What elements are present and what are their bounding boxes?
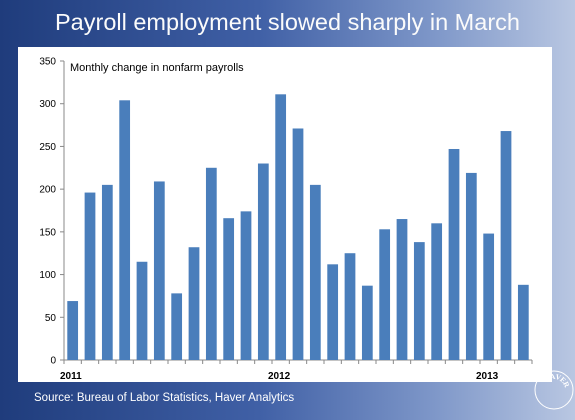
- bar: [517, 284, 529, 360]
- bar: [448, 148, 460, 360]
- bar: [483, 233, 495, 360]
- bar: [396, 219, 408, 360]
- y-tick-label: 0: [50, 356, 56, 367]
- bar: [292, 128, 304, 360]
- bar: [257, 163, 269, 360]
- bar: [188, 247, 200, 360]
- bar: [500, 131, 512, 360]
- logo-letter: A: [549, 372, 556, 382]
- y-tick-label: 200: [39, 185, 56, 196]
- bar: [205, 167, 217, 360]
- y-tick-label: 350: [39, 57, 56, 68]
- x-tick-label: 2013: [476, 371, 499, 382]
- bar: [327, 264, 339, 360]
- bar: [309, 184, 321, 360]
- x-tick-label: 2011: [60, 371, 82, 382]
- y-tick-label: 300: [39, 99, 56, 110]
- bar: [67, 301, 79, 360]
- y-tick-label: 150: [39, 227, 56, 238]
- y-tick-label: 100: [39, 270, 56, 281]
- bars: [67, 94, 529, 360]
- y-tick-label: 50: [45, 313, 57, 324]
- logo-letter: E: [558, 375, 568, 385]
- bar: [361, 285, 373, 360]
- x-ticks: 2011 2012 2013: [60, 360, 533, 382]
- y-ticks: 0 50 100 150 200 250 300 350: [39, 57, 64, 367]
- slide-title: Payroll employment slowed sharply in Mar…: [55, 9, 520, 35]
- bar: [153, 181, 165, 360]
- bar: [84, 192, 96, 360]
- y-tick-label: 250: [39, 142, 56, 153]
- bar: [275, 94, 287, 360]
- bar: [465, 172, 477, 360]
- chart-annotation: Monthly change in nonfarm payrolls: [70, 62, 244, 74]
- bar: [413, 242, 425, 360]
- logo-letter: H: [542, 373, 552, 384]
- source-note: Source: Bureau of Labor Statistics, Have…: [34, 392, 295, 404]
- bar: [136, 261, 148, 360]
- logo-letter: R: [561, 380, 572, 389]
- bar: [119, 100, 131, 360]
- chart-panel: 0 50 100 150 200 250 300 350 2011 2012 2013 Month…: [18, 47, 552, 382]
- bar: [223, 218, 235, 360]
- bar: [379, 229, 391, 360]
- bar: [101, 184, 113, 360]
- logo-letter: V: [554, 372, 562, 382]
- bar: [431, 223, 443, 360]
- payroll-bar-chart: 0 50 100 150 200 250 300 350 2011 2012 2013 Month…: [39, 57, 533, 382]
- bar: [240, 211, 252, 360]
- bar: [344, 253, 356, 360]
- bar: [171, 293, 183, 360]
- x-tick-label: 2012: [268, 371, 291, 382]
